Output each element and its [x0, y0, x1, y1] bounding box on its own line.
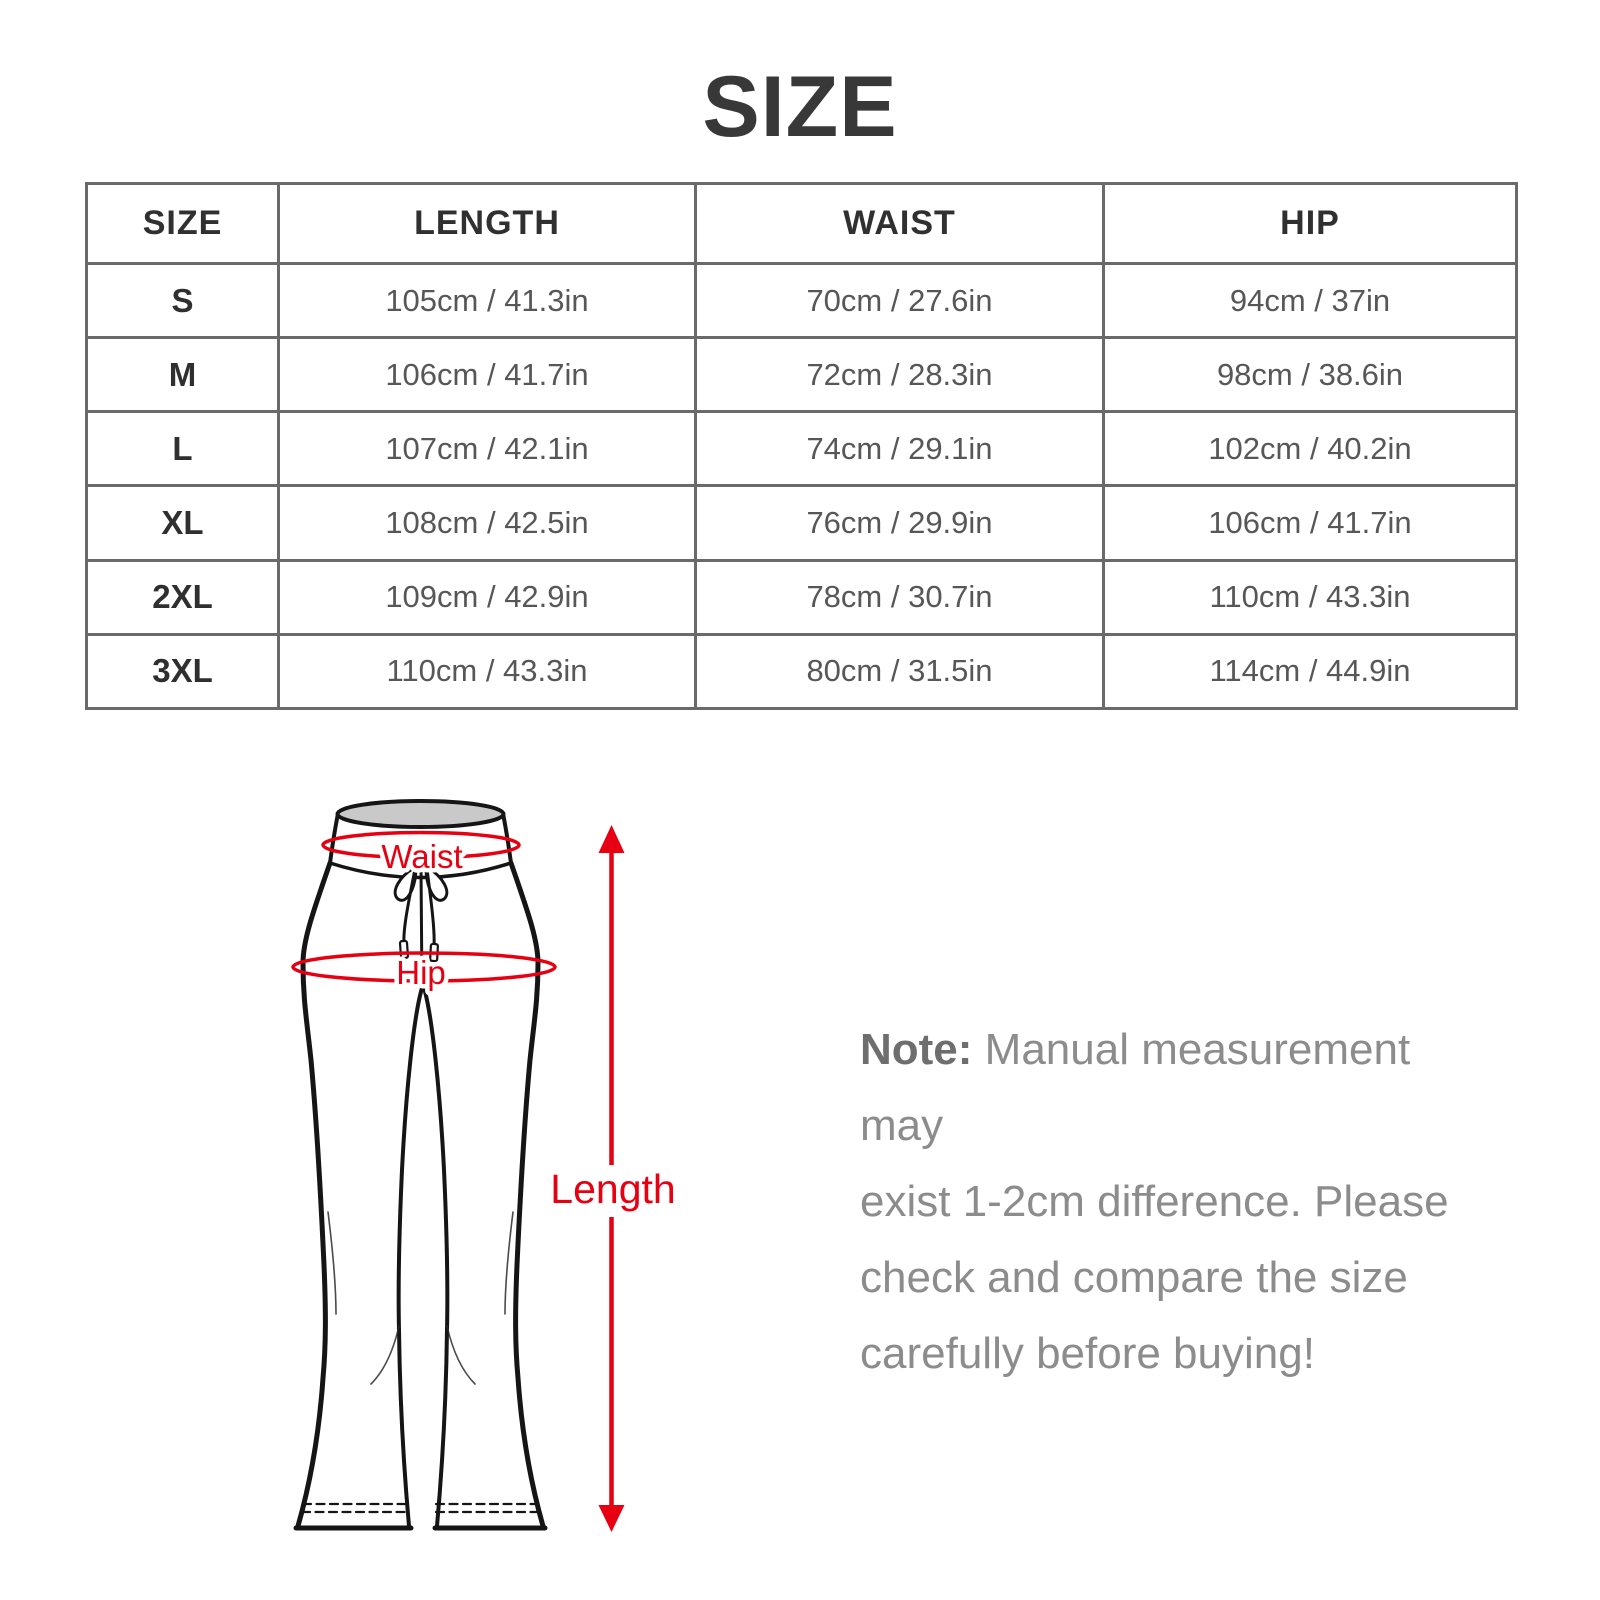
waist-cell: 70cm / 27.6in — [694, 261, 1105, 340]
table-row: M 106cm / 41.7in 72cm / 28.3in 98cm / 38… — [85, 336, 1518, 414]
size-cell: M — [85, 336, 280, 414]
note-line: carefully before buying! — [860, 1329, 1315, 1378]
page-title: SIZE — [702, 59, 898, 155]
table-row: L 107cm / 42.1in 74cm / 29.1in 102cm / 4… — [85, 410, 1518, 488]
size-table: SIZE LENGTH WAIST HIP S 105cm / 41.3in 7… — [85, 182, 1518, 711]
length-cell: 105cm / 41.3in — [277, 261, 697, 340]
pants-outline — [293, 799, 548, 1531]
length-cell: 107cm / 42.1in — [277, 410, 697, 488]
col-header-size: SIZE — [85, 182, 280, 265]
size-cell: L — [85, 410, 280, 488]
size-cell: 2XL — [85, 558, 280, 636]
size-cell: 3XL — [85, 632, 280, 711]
arrowhead-down-icon — [598, 1505, 625, 1532]
note-line: exist 1-2cm difference. Please — [860, 1177, 1449, 1226]
length-arrow — [598, 825, 625, 1532]
note-prefix: Note: — [860, 1025, 973, 1074]
table-row: 3XL 110cm / 43.3in 80cm / 31.5in 114cm /… — [85, 632, 1518, 711]
length-cell: 110cm / 43.3in — [277, 632, 697, 711]
hip-cell: 98cm / 38.6in — [1102, 336, 1518, 414]
crease-lines — [327, 1211, 514, 1385]
waist-cell: 80cm / 31.5in — [694, 632, 1105, 711]
note-text: Manual measurement may — [860, 1025, 1411, 1150]
hip-cell: 94cm / 37in — [1102, 261, 1518, 340]
length-label: Length — [550, 1166, 675, 1212]
table-row: 2XL 109cm / 42.9in 78cm / 30.7in 110cm /… — [85, 558, 1518, 636]
hip-cell: 106cm / 41.7in — [1102, 484, 1518, 562]
waist-label: Waist — [381, 838, 462, 875]
hip-label: Hip — [396, 954, 446, 991]
waist-cell: 72cm / 28.3in — [694, 336, 1105, 414]
col-header-length: LENGTH — [277, 182, 697, 265]
hip-cell: 102cm / 40.2in — [1102, 410, 1518, 488]
length-cell: 108cm / 42.5in — [277, 484, 697, 562]
size-cell: S — [85, 261, 280, 340]
arrowhead-up-icon — [598, 825, 625, 853]
waist-cell: 78cm / 30.7in — [694, 558, 1105, 636]
pants-measurement-diagram: Waist Hip Length — [291, 799, 681, 1532]
col-header-hip: HIP — [1102, 182, 1518, 265]
note-line: Note: Manual measurement may — [860, 1012, 1500, 1164]
hip-measure-ellipse — [291, 951, 557, 983]
hem-stitch-lines — [300, 1502, 544, 1514]
waist-measure-ellipse — [321, 830, 521, 860]
table-header-row: SIZE LENGTH WAIST HIP — [85, 182, 1518, 265]
length-cell: 109cm / 42.9in — [277, 558, 697, 636]
table-row: XL 108cm / 42.5in 76cm / 29.9in 106cm / … — [85, 484, 1518, 562]
hip-cell: 114cm / 44.9in — [1102, 632, 1518, 711]
waist-cell: 76cm / 29.9in — [694, 484, 1105, 562]
col-header-waist: WAIST — [694, 182, 1105, 265]
waistband-opening — [335, 799, 506, 829]
measurement-note: Note: Manual measurement may exist 1-2cm… — [860, 1012, 1500, 1392]
table-row: S 105cm / 41.3in 70cm / 27.6in 94cm / 37… — [85, 261, 1518, 340]
waist-cell: 74cm / 29.1in — [694, 410, 1105, 488]
length-cell: 106cm / 41.7in — [277, 336, 697, 414]
hip-cell: 110cm / 43.3in — [1102, 558, 1518, 636]
note-line: check and compare the size — [860, 1253, 1408, 1302]
size-cell: XL — [85, 484, 280, 562]
